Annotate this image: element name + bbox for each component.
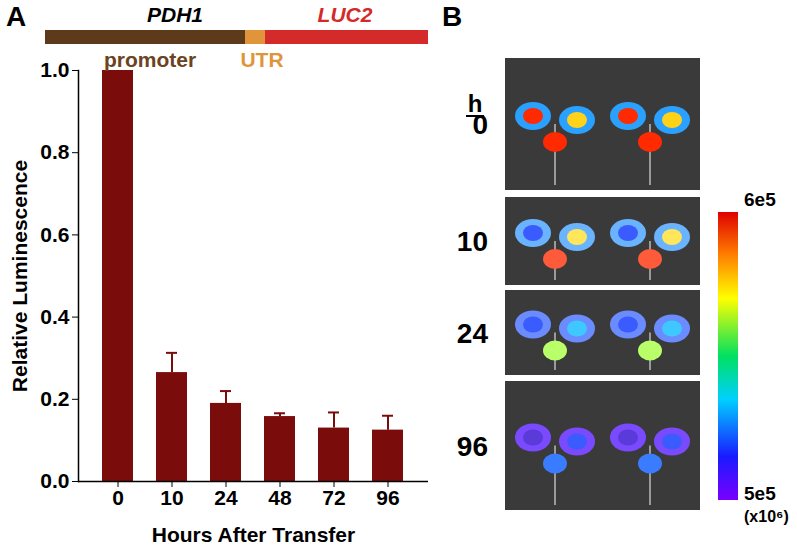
svg-text:72: 72: [322, 486, 345, 509]
svg-text:UTR: UTR: [240, 48, 283, 71]
svg-text:96: 96: [376, 486, 399, 509]
svg-text:(x10⁶): (x10⁶): [744, 508, 789, 525]
svg-text:0.2: 0.2: [40, 387, 69, 410]
svg-text:LUC2: LUC2: [318, 3, 373, 26]
svg-text:96: 96: [457, 431, 488, 462]
svg-text:A: A: [6, 1, 26, 32]
svg-text:Hours After Transfer: Hours After Transfer: [152, 523, 355, 546]
svg-text:10: 10: [457, 226, 488, 257]
svg-text:Relative Luminescence: Relative Luminescence: [8, 160, 31, 392]
svg-text:10: 10: [160, 486, 183, 509]
svg-text:PDH1: PDH1: [147, 3, 203, 26]
svg-text:0.8: 0.8: [40, 140, 70, 163]
svg-text:h: h: [467, 90, 483, 117]
svg-text:24: 24: [214, 486, 238, 509]
svg-text:0.0: 0.0: [40, 469, 69, 492]
svg-text:0: 0: [472, 109, 488, 140]
svg-text:0.4: 0.4: [40, 305, 70, 328]
svg-text:B: B: [442, 1, 462, 32]
svg-text:6e5: 6e5: [744, 189, 776, 210]
svg-text:48: 48: [268, 486, 292, 509]
svg-text:0: 0: [112, 486, 124, 509]
svg-text:24: 24: [457, 318, 489, 349]
svg-text:5e5: 5e5: [744, 483, 776, 504]
svg-text:promoter: promoter: [104, 48, 196, 71]
svg-text:1.0: 1.0: [40, 58, 69, 81]
svg-text:0.6: 0.6: [40, 223, 69, 246]
